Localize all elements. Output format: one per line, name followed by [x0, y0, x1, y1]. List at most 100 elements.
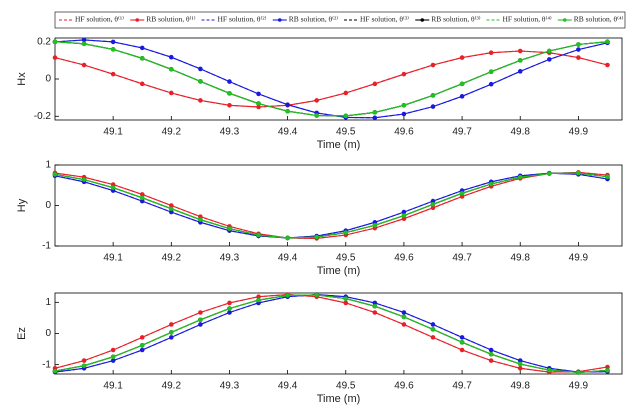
series-line — [54, 50, 608, 108]
series-marker — [314, 234, 319, 240]
series-marker — [459, 347, 465, 353]
series-marker — [430, 93, 436, 98]
series-marker — [169, 330, 174, 335]
plot-area — [54, 37, 623, 121]
series-marker — [52, 172, 58, 177]
x-tick-label: 49.3 — [220, 127, 240, 138]
series-marker — [372, 110, 378, 115]
x-tick-label: 49.8 — [510, 127, 530, 138]
series-marker — [81, 37, 87, 43]
series-marker — [430, 62, 436, 68]
legend-label: RB solution, θ⁽³⁾ — [431, 15, 480, 24]
series-marker — [576, 47, 581, 52]
series-marker — [139, 45, 145, 51]
y-tick-label: -1 — [42, 241, 51, 252]
series-marker — [81, 363, 87, 369]
series-marker — [605, 368, 610, 373]
x-tick-label: 49.5 — [336, 253, 356, 264]
series-marker — [517, 69, 523, 74]
series-marker — [52, 55, 58, 60]
series-marker — [110, 347, 116, 353]
x-tick-label: 49.7 — [452, 253, 472, 264]
series-marker — [430, 201, 436, 207]
series-marker — [343, 113, 349, 119]
series-marker — [227, 102, 232, 108]
series-marker — [401, 102, 407, 108]
series-marker — [372, 310, 378, 315]
x-tick-label: 49.2 — [162, 253, 182, 264]
series-marker — [459, 81, 465, 87]
series-marker — [110, 185, 116, 190]
x-tick-label: 49.6 — [394, 381, 414, 392]
series-marker — [343, 300, 349, 306]
series-marker — [488, 81, 494, 87]
series-marker — [605, 62, 610, 68]
series-marker — [139, 347, 145, 353]
x-axis-label: Time (m) — [317, 265, 361, 277]
series-marker — [81, 177, 87, 182]
series-marker — [256, 232, 261, 238]
legend-label: HF solution, θ⁽¹⁾ — [75, 15, 124, 24]
legend-box — [54, 11, 626, 29]
x-tick-label: 49.4 — [278, 381, 298, 392]
series-marker — [430, 104, 436, 109]
series-marker — [547, 57, 552, 62]
x-axis-label: Time (m) — [317, 393, 361, 405]
series-marker — [314, 292, 319, 298]
series-marker — [372, 223, 378, 228]
series-marker — [198, 310, 203, 315]
series-marker — [401, 310, 407, 315]
series-marker — [459, 191, 465, 196]
series-line — [54, 41, 608, 117]
x-tick-label: 49.2 — [162, 381, 182, 392]
legend-label: RB solution, θ⁽⁴⁾ — [574, 15, 624, 24]
series-marker — [314, 98, 319, 103]
series-marker — [343, 296, 349, 301]
series-marker — [401, 111, 407, 117]
series-marker — [52, 368, 58, 374]
series-marker — [547, 171, 552, 176]
y-tick-label: -0.2 — [34, 111, 52, 122]
series-marker — [343, 90, 349, 96]
series-marker — [401, 71, 407, 77]
x-tick-label: 49.9 — [569, 127, 589, 138]
legend-label: HF solution, θ⁽⁴⁾ — [503, 15, 552, 24]
x-tick-label: 49.5 — [336, 127, 356, 138]
series-marker — [517, 361, 523, 367]
x-tick-label: 49.8 — [510, 253, 530, 264]
x-axis-label: Time (m) — [317, 139, 361, 151]
series-marker — [285, 293, 290, 298]
x-tick-label: 49.3 — [220, 381, 240, 392]
series-marker — [517, 48, 523, 54]
series-line — [54, 294, 608, 373]
series-line — [54, 294, 608, 373]
series-line — [54, 171, 608, 239]
y-axis-label: Hy — [16, 198, 28, 212]
series-marker — [81, 41, 87, 47]
series-marker — [169, 90, 174, 96]
series-marker — [227, 310, 232, 315]
x-tick-label: 49.7 — [452, 381, 472, 392]
series-marker — [139, 342, 145, 348]
plot-area — [54, 292, 623, 375]
y-axis-label: Hx — [16, 72, 28, 86]
series-marker — [198, 79, 203, 84]
x-tick-label: 49.9 — [569, 253, 589, 264]
series-marker — [139, 335, 145, 340]
y-tick-label: 1 — [45, 297, 51, 308]
series-marker — [459, 55, 465, 60]
y-tick-label: 0 — [45, 328, 51, 339]
series-marker — [110, 39, 116, 45]
series-marker — [110, 358, 116, 363]
series-marker — [401, 322, 407, 327]
x-tick-label: 49.4 — [278, 253, 298, 264]
series-marker — [605, 39, 610, 45]
series-marker — [372, 303, 378, 309]
series-marker — [227, 306, 232, 311]
series-marker — [547, 48, 552, 54]
series-marker — [169, 206, 174, 212]
series-marker — [139, 81, 145, 87]
legend-marker — [135, 18, 140, 22]
series-marker — [256, 297, 261, 303]
